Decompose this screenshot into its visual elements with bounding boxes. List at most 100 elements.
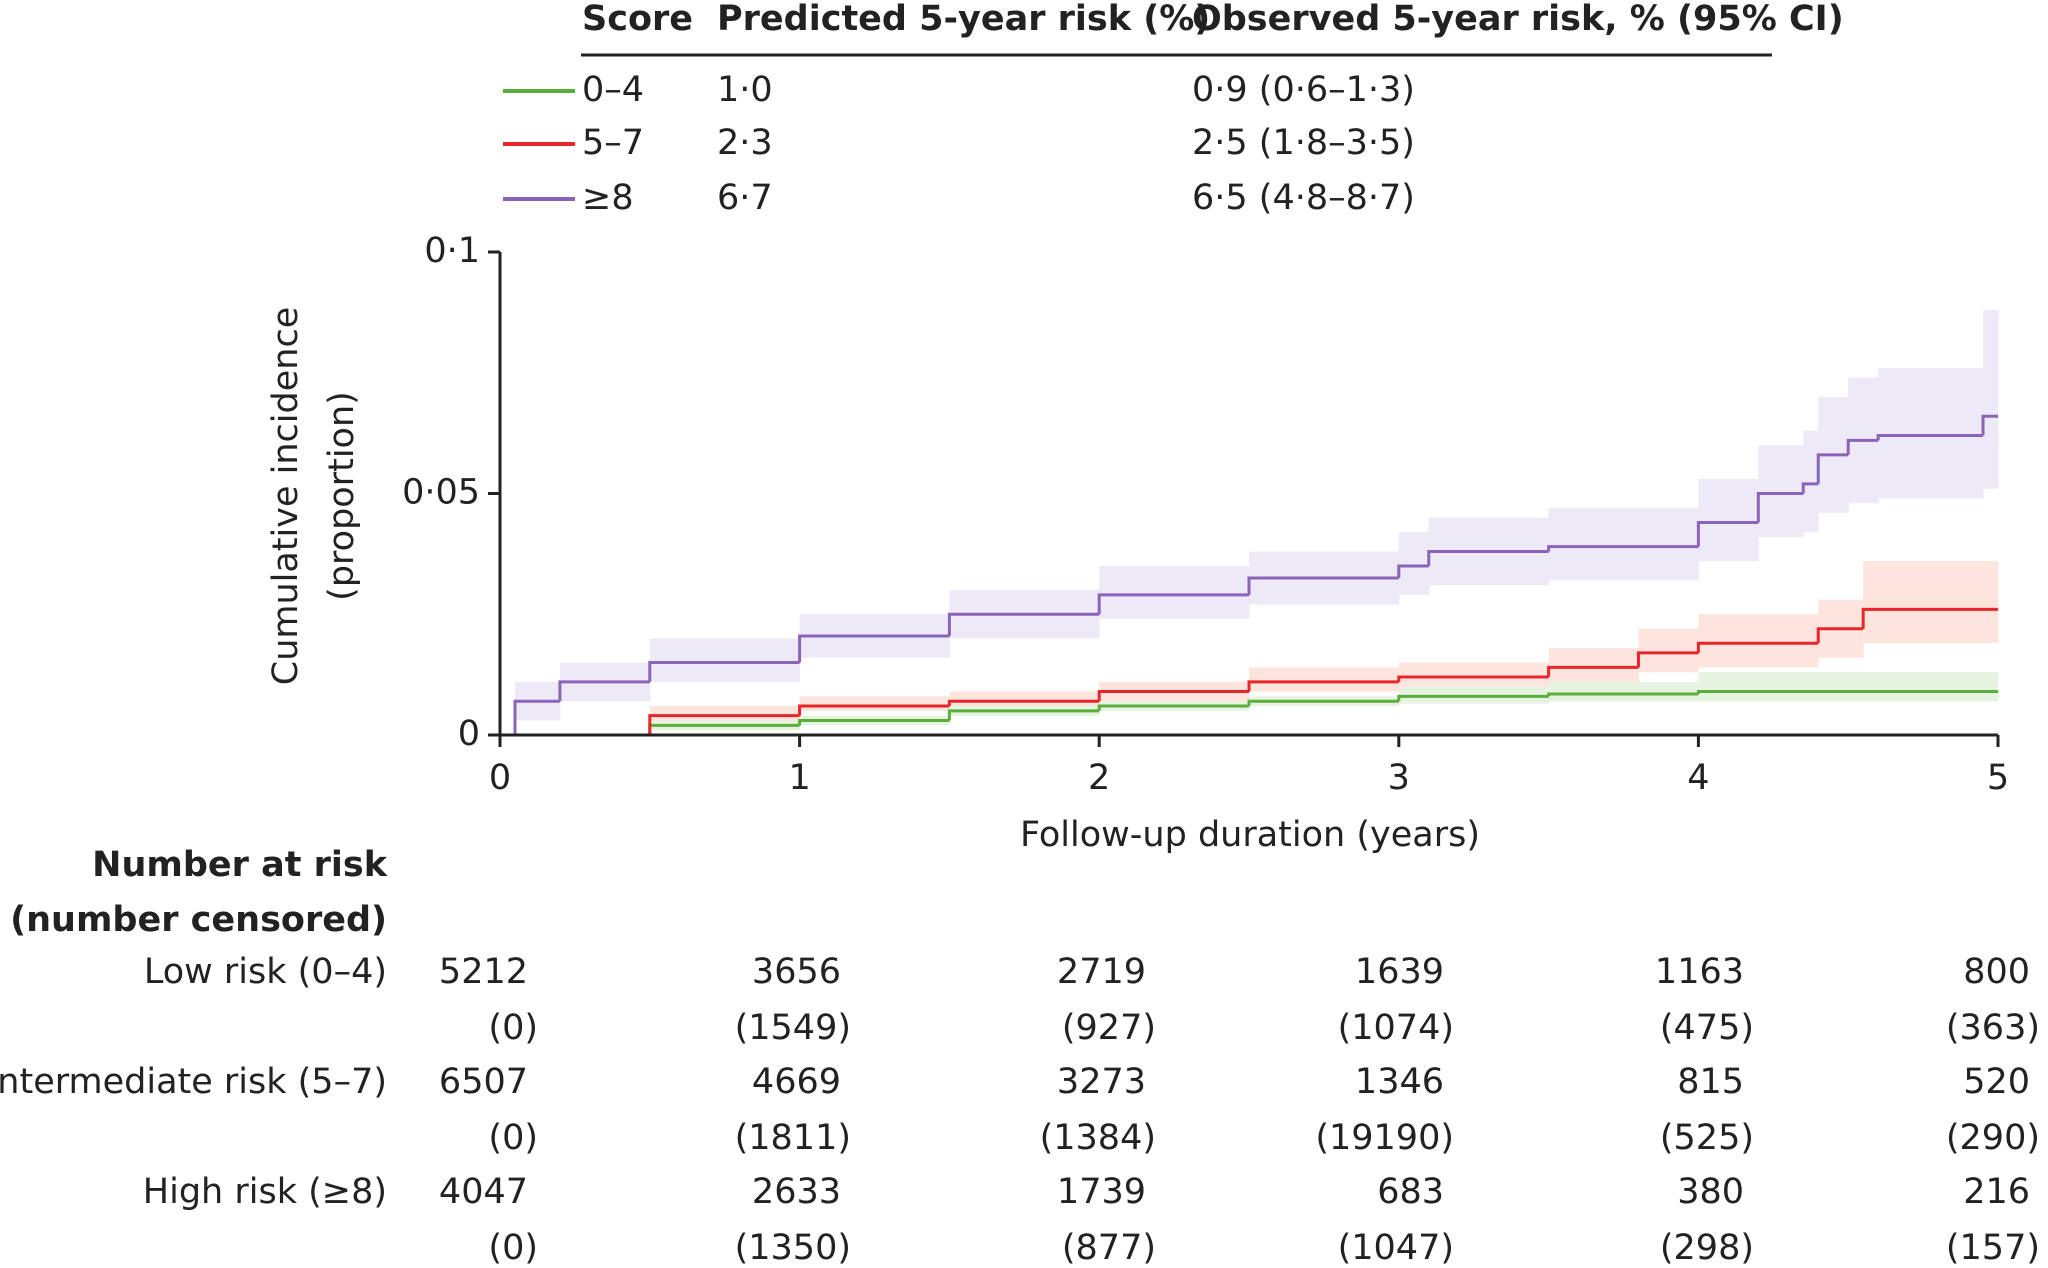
step-line xyxy=(1756,492,1804,523)
step-line xyxy=(1801,482,1819,494)
legend-predicted: 2·3 xyxy=(717,123,773,163)
at-risk: 3273 xyxy=(1057,1062,1146,1102)
step-line xyxy=(1247,680,1399,692)
step-line xyxy=(1696,520,1759,547)
x-tick-label: 5 xyxy=(1987,758,2009,798)
at-risk: 380 xyxy=(1677,1172,1744,1212)
legend-predicted: 1·0 xyxy=(717,70,773,110)
censored: (290) xyxy=(1946,1118,2040,1158)
legend-predicted: 6·7 xyxy=(717,178,773,218)
at-risk: 815 xyxy=(1677,1062,1744,1102)
legend-observed: 2·5 (1·8–3·5) xyxy=(1192,123,1415,163)
at-risk: 4047 xyxy=(439,1172,528,1212)
legend-observed: 0·9 (0·6–1·3) xyxy=(1192,70,1415,110)
step-line xyxy=(1547,665,1639,678)
y-tick-label: 0·1 xyxy=(424,231,480,271)
censored: (0) xyxy=(488,1228,538,1268)
step-line xyxy=(513,699,560,735)
step-line xyxy=(798,634,950,663)
at-risk: 1346 xyxy=(1355,1062,1444,1102)
ci-band xyxy=(1099,565,1250,620)
risk-row-label: High risk (≥8) xyxy=(143,1172,387,1212)
ci-band xyxy=(1863,561,1999,644)
legend-label: ≥8 xyxy=(582,178,634,218)
y-axis-label: Cumulative incidence xyxy=(266,307,306,685)
y-axis-label: (proportion) xyxy=(322,391,362,601)
step-line xyxy=(1547,545,1699,552)
ci-band xyxy=(1249,667,1400,692)
legend-label: 5–7 xyxy=(582,123,644,163)
step-line xyxy=(798,719,950,726)
ci-band xyxy=(1983,309,1999,489)
step-line xyxy=(1876,434,1984,441)
x-tick-label: 0 xyxy=(489,758,511,798)
step-line xyxy=(1097,690,1249,702)
step-line xyxy=(1696,690,1998,694)
risk-title: Number at risk xyxy=(92,845,388,885)
at-risk: 216 xyxy=(1963,1172,2030,1212)
legend-header: Observed 5-year risk, % (95% CI) xyxy=(1192,0,1844,39)
step-line xyxy=(947,699,1100,707)
censored: (0) xyxy=(488,1008,538,1048)
x-axis-label: Follow-up duration (years) xyxy=(1020,815,1480,855)
at-risk: 800 xyxy=(1963,952,2030,992)
ci-band xyxy=(799,696,950,711)
step-line xyxy=(947,709,1100,721)
step-line xyxy=(648,714,800,735)
ci-band xyxy=(1398,532,1430,595)
ci-band xyxy=(649,638,801,682)
risk-row-label: Intermediate risk (5–7) xyxy=(0,1062,387,1102)
step-line xyxy=(1247,576,1399,595)
at-risk: 2719 xyxy=(1057,952,1146,992)
censored: (157) xyxy=(1946,1228,2040,1268)
censored: (1549) xyxy=(735,1008,851,1048)
risk-title: (number censored) xyxy=(10,900,387,940)
ci-band xyxy=(1638,628,1699,673)
step-line xyxy=(1816,627,1864,644)
censored: (475) xyxy=(1660,1008,1754,1048)
ci-band xyxy=(1548,681,1699,702)
step-line xyxy=(1636,651,1699,668)
ci-band xyxy=(649,706,801,721)
risk-row-label: Low risk (0–4) xyxy=(144,952,387,992)
step-line xyxy=(1427,549,1549,566)
step-line xyxy=(1981,414,1998,436)
censored: (877) xyxy=(1062,1228,1156,1268)
ci-band xyxy=(1698,479,1759,562)
step-line xyxy=(1397,694,1549,702)
ci-band xyxy=(1698,614,1819,668)
legend-header: Predicted 5-year risk (%) xyxy=(717,0,1210,39)
ci-band xyxy=(1878,367,1984,499)
ci-band xyxy=(1803,430,1819,533)
legend-observed: 6·5 (4·8–8·7) xyxy=(1192,178,1415,218)
censored: (0) xyxy=(488,1118,538,1158)
step-line xyxy=(1816,453,1849,484)
step-line xyxy=(1397,675,1549,682)
x-tick-label: 1 xyxy=(788,758,810,798)
censored: (1811) xyxy=(735,1118,851,1158)
ci-band xyxy=(949,691,1100,707)
y-tick-label: 0 xyxy=(458,714,480,754)
at-risk: 6507 xyxy=(439,1062,528,1102)
censored: (19190) xyxy=(1315,1118,1454,1158)
at-risk: 520 xyxy=(1963,1062,2030,1102)
censored: (525) xyxy=(1660,1118,1754,1158)
censored: (298) xyxy=(1660,1228,1754,1268)
ci-band xyxy=(1398,662,1550,687)
x-tick-label: 2 xyxy=(1088,758,1110,798)
at-risk: 2633 xyxy=(752,1172,841,1212)
y-tick-label: 0·05 xyxy=(402,473,480,513)
step-line xyxy=(1846,438,1879,455)
at-risk: 1739 xyxy=(1057,1172,1146,1212)
step-line xyxy=(558,680,650,702)
step-line xyxy=(1247,699,1399,707)
step-line xyxy=(1547,692,1699,697)
step-line xyxy=(648,661,800,682)
at-risk: 683 xyxy=(1377,1172,1444,1212)
censored: (363) xyxy=(1946,1008,2040,1048)
step-line xyxy=(1696,641,1819,653)
step-line xyxy=(947,612,1100,636)
x-tick-label: 3 xyxy=(1388,758,1410,798)
x-tick-label: 4 xyxy=(1687,758,1709,798)
